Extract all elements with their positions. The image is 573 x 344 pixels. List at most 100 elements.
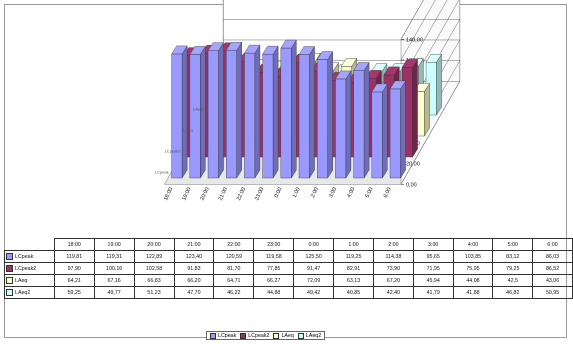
table-cell: 97,90 <box>53 262 95 275</box>
legend-swatch <box>6 265 13 272</box>
table-cell: 43,06 <box>532 274 573 287</box>
bar-top <box>262 45 279 55</box>
table-cell: 123,40 <box>173 250 215 263</box>
legend-swatch <box>6 253 13 260</box>
table-cell: 49,42 <box>293 286 335 299</box>
bar-side <box>412 58 418 158</box>
bar-top <box>401 59 418 68</box>
table-row: LAeq2 59,25 49,77 51,23 47,70 46,22 44,88 49,42… <box>4 286 573 299</box>
series-axis-label: LAeq2 <box>193 107 205 112</box>
bar-side <box>200 45 206 179</box>
table-row-header: LCpeak <box>4 250 55 263</box>
x-tick-label: 6:00 <box>383 187 393 199</box>
bar-top <box>280 39 297 49</box>
table-cell: 46,82 <box>492 286 534 299</box>
table-cell: 103,85 <box>452 250 494 263</box>
bar-top <box>316 51 334 60</box>
table-row-header: LAeq2 <box>4 286 55 299</box>
table-cell: 100,16 <box>93 262 135 275</box>
bar-top <box>389 80 406 90</box>
table-cell: 64,21 <box>53 274 95 287</box>
x-tick-label: 18:00 <box>163 187 174 202</box>
legend-swatch <box>6 277 13 284</box>
bar-top <box>171 45 188 55</box>
gridline <box>400 0 424 40</box>
bar-LAeq2-6:00 <box>425 53 442 116</box>
series-name: LAeq <box>15 277 28 284</box>
y-tick-label: 0,00 <box>406 182 417 188</box>
table-cell: 91,83 <box>173 262 215 275</box>
bar-front <box>298 54 310 179</box>
legend-swatch <box>210 332 216 339</box>
table-cell: 44,88 <box>253 286 295 299</box>
bar-side <box>218 42 224 179</box>
bar-side <box>424 82 430 137</box>
table-cell: 40,85 <box>333 286 374 299</box>
bar-side <box>254 44 261 179</box>
table-cell: 75,95 <box>452 262 494 275</box>
bar-side <box>291 39 297 179</box>
bar-top <box>298 46 315 55</box>
bar-top <box>225 41 243 51</box>
bar-top <box>383 66 400 76</box>
bar-top <box>207 42 224 51</box>
bar-LCpeak-0:00 <box>280 39 297 179</box>
table-cell: 66,27 <box>253 274 295 287</box>
table-cell: 82,91 <box>333 262 374 275</box>
bar-LCpeak-1:00 <box>298 45 315 179</box>
table-row: LCpeak 119,81 119,31 122,89 123,40 120,59 119,… <box>4 250 573 263</box>
series-axis-label: LAeq <box>183 128 192 133</box>
bar-LCpeak-5:00 <box>371 83 388 179</box>
bar-LCpeak-21:00 <box>225 41 243 179</box>
table-cell: 86,52 <box>532 262 573 275</box>
legend-item: LCpeak <box>210 332 236 339</box>
table-cell: 44,08 <box>452 274 494 287</box>
bar-top <box>340 58 358 67</box>
table-cell: 73,90 <box>372 262 414 275</box>
legend-swatch <box>6 289 13 296</box>
table-header-cell: 19:00 <box>93 238 135 251</box>
x-tick-label: 19:00 <box>181 187 192 202</box>
table-cell: 71,95 <box>412 262 454 275</box>
bar-side <box>382 83 388 179</box>
bar-top <box>244 44 261 54</box>
table-header-cell: 1:00 <box>333 238 374 251</box>
bar-front <box>317 59 328 179</box>
table-header-cell: 5:00 <box>492 238 534 251</box>
bar-front <box>171 53 183 179</box>
table-header-cell: 3:00 <box>412 238 454 251</box>
table-cell: 64,71 <box>213 274 255 287</box>
legend-item: LCpeak2 <box>240 332 269 339</box>
table-cell: 47,70 <box>173 286 215 299</box>
table-cell: 42,40 <box>372 286 414 299</box>
bar-top <box>425 54 442 63</box>
series-name: LCpeak2 <box>15 265 37 272</box>
table-cell: 49,77 <box>93 286 135 299</box>
gridline <box>400 0 448 81</box>
table-cell: 122,89 <box>133 250 175 263</box>
table-cell: 63,13 <box>333 274 374 287</box>
table-corner <box>5 239 55 251</box>
table-cell: 66,83 <box>133 274 175 287</box>
x-tick-label: 20:00 <box>200 187 211 202</box>
table-cell: 41,88 <box>452 286 494 299</box>
bar-front <box>280 47 292 179</box>
bar-front <box>262 53 274 179</box>
table-row-header: LAeq <box>4 274 55 287</box>
bar-front <box>207 50 219 179</box>
legend-label: LAeq2 <box>305 332 322 339</box>
bar-LCpeak-2:00 <box>316 50 334 179</box>
table-cell: 81,70 <box>213 262 255 275</box>
x-axis-labels: 18:00 19:00 20:00 21:00 22:00 23:00 0:00 1:00 2:… <box>163 187 393 202</box>
bar-side <box>181 45 188 179</box>
table-cell: 45,94 <box>412 274 454 287</box>
table-row: LAeq 64,21 67,16 66,83 66,20 64,71 66,27 72,09 6… <box>4 274 573 287</box>
gridline <box>400 0 436 61</box>
bar-side <box>436 53 442 116</box>
table-cell: 41,79 <box>412 286 454 299</box>
y-tick-label: 20,00 <box>406 162 420 168</box>
x-tick-label: 3:00 <box>328 187 338 199</box>
bar-front <box>335 78 347 179</box>
table-cell: 59,25 <box>53 286 95 299</box>
legend-label: LAeq <box>281 332 294 339</box>
